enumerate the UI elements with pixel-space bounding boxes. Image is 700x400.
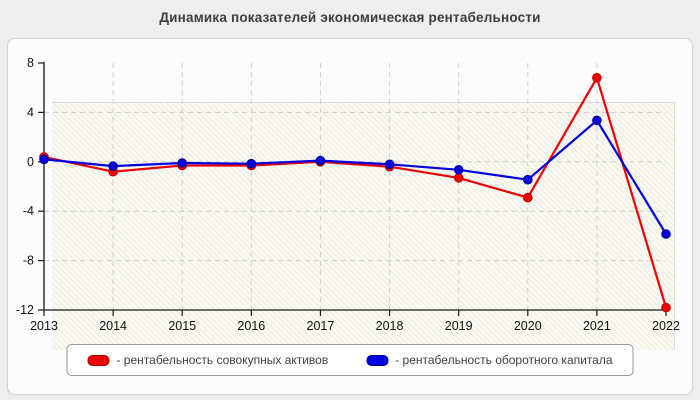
data-point-s0-2022 (661, 302, 671, 313)
data-point-s1-2021 (592, 115, 602, 126)
y-tick-label-4: 4 (27, 105, 34, 119)
data-point-s1-2014 (108, 161, 118, 171)
y-tick-label-8: 8 (27, 56, 34, 70)
x-tick-label-2019: 2019 (445, 319, 473, 333)
x-tick-label-2021: 2021 (583, 319, 611, 333)
data-point-s1-2017 (315, 155, 326, 166)
data-point-s0-2019 (453, 173, 464, 183)
data-point-s1-2019 (453, 165, 464, 175)
x-tick-label-2014: 2014 (99, 319, 127, 333)
data-point-s1-2015 (177, 158, 187, 168)
data-point-s1-2018 (384, 159, 395, 170)
legend-item-0: - рентабельность совокупных активов (87, 353, 328, 367)
x-tick-label-2013: 2013 (30, 319, 58, 333)
y-tick-label--12: -12 (16, 303, 34, 317)
data-point-s0-2020 (523, 192, 533, 203)
page-title: Динамика показателей экономическая рента… (159, 10, 541, 25)
legend-swatch-icon-0 (87, 354, 110, 366)
data-point-s1-2016 (246, 158, 257, 169)
data-point-s1-2013 (39, 154, 49, 165)
x-tick-label-2015: 2015 (168, 319, 196, 333)
data-point-s0-2021 (592, 73, 602, 83)
y-tick-label--8: -8 (23, 254, 34, 268)
x-tick-label-2018: 2018 (376, 319, 404, 333)
chart-legend: - рентабельность совокупных активов - рен… (66, 344, 634, 376)
x-tick-label-2022: 2022 (652, 319, 680, 333)
series-line-1 (43, 119, 667, 235)
x-tick-label-2016: 2016 (237, 319, 265, 333)
data-point-s1-2022 (661, 229, 671, 239)
x-tick-label-2020: 2020 (514, 319, 542, 333)
y-tick-label-0: 0 (27, 155, 34, 169)
legend-label-0: - рентабельность совокупных активов (116, 353, 329, 367)
legend-label-1: - рентабельность оборотного капитала (395, 353, 613, 367)
legend-item-1: - рентабельность оборотного капитала (366, 353, 613, 367)
series-line-0 (43, 76, 668, 308)
legend-swatch-icon-1 (366, 354, 389, 366)
y-tick-label--4: -4 (23, 204, 34, 218)
data-point-s1-2020 (523, 174, 533, 185)
x-tick-label-2017: 2017 (307, 319, 335, 333)
